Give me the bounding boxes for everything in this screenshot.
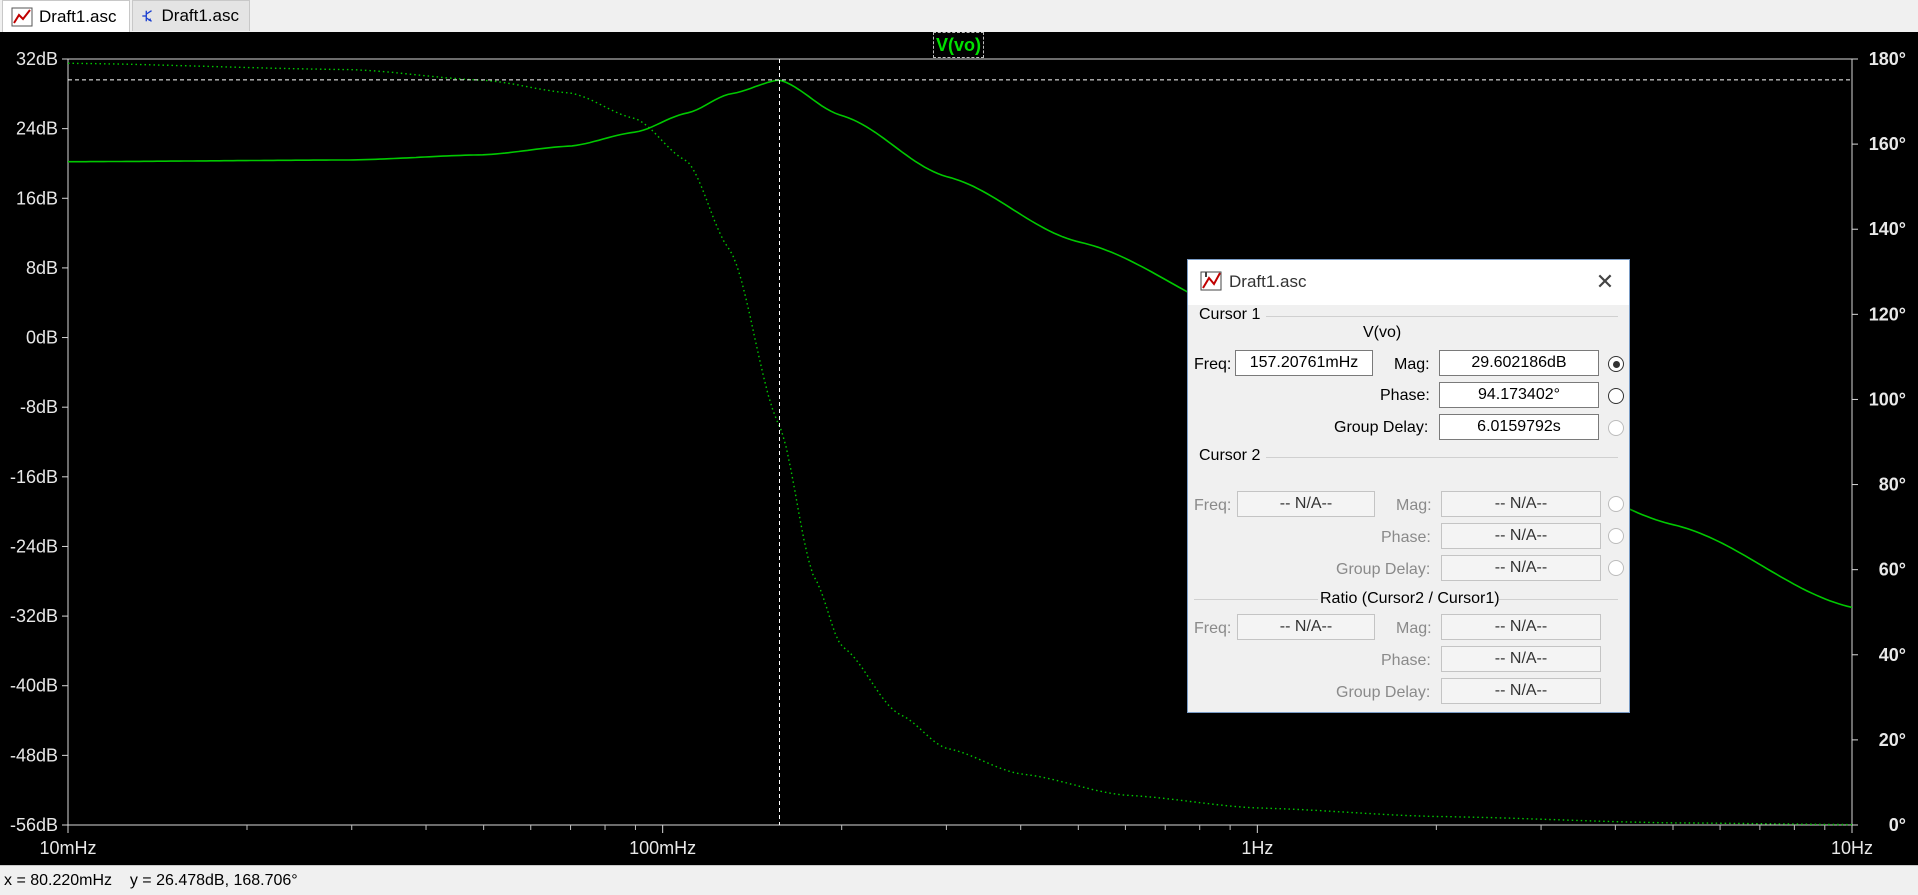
phase-trace: [68, 62, 1852, 826]
y-right-tick-label: 160°: [1869, 134, 1906, 154]
y-left-tick-label: 8dB: [26, 258, 58, 278]
tab-schematic-draft1[interactable]: Draft1.asc: [132, 0, 250, 31]
ratio-mag-label: Mag:: [1396, 620, 1432, 637]
cursor2-freq-field[interactable]: -- N/A--: [1237, 491, 1375, 517]
y-right-tick-label: 140°: [1869, 219, 1906, 239]
status-coordinates: x = 80.220mHz y = 26.478dB, 168.706°: [4, 872, 298, 889]
x-tick-label: 1Hz: [1241, 838, 1273, 858]
tab-waveform-draft1[interactable]: Draft1.asc: [2, 0, 130, 33]
y-left-tick-label: 16dB: [16, 188, 58, 208]
waveform-plot[interactable]: 32dB 24dB 16dB 8dB 0dB -8dB -16dB -24dB -32dB -40…: [0, 32, 1918, 865]
y-left-tick-label: 24dB: [16, 119, 58, 139]
cursor1-group-label: Cursor 1: [1199, 306, 1261, 323]
y-right-tick-label: 100°: [1869, 389, 1906, 409]
y-right-tick-label: 180°: [1869, 49, 1906, 69]
cursor1-gd-label: Group Delay:: [1334, 419, 1429, 436]
cursor2-gd-radio[interactable]: [1608, 560, 1624, 576]
schematic-icon: [142, 10, 152, 22]
y-left-tick-label: 32dB: [16, 49, 58, 69]
y-left-tick-label: 0dB: [26, 328, 58, 348]
cursor1-mag-label: Mag:: [1394, 356, 1430, 373]
cursor2-freq-label: Freq:: [1194, 497, 1232, 514]
divider: [1266, 316, 1618, 317]
divider: [1499, 599, 1618, 600]
cursor1-mag-field[interactable]: 29.602186dB: [1439, 350, 1599, 376]
cursor1-phase-radio[interactable]: [1608, 388, 1624, 404]
cursor2-mag-field[interactable]: -- N/A--: [1441, 491, 1601, 517]
y-right-tick-label: 120°: [1869, 304, 1906, 324]
cursor2-mag-label: Mag:: [1396, 497, 1432, 514]
cursor1-gd-radio[interactable]: [1608, 420, 1624, 436]
tab-label: Draft1.asc: [39, 7, 117, 26]
trace-label[interactable]: V(vo): [933, 32, 984, 58]
y-right-tick-label: 80°: [1879, 475, 1906, 495]
cursor2-gd-label: Group Delay:: [1336, 561, 1431, 578]
cursor1-mag-radio[interactable]: [1608, 356, 1624, 372]
cursor2-gd-field[interactable]: -- N/A--: [1441, 555, 1601, 581]
y-right-tick-label: 40°: [1879, 645, 1906, 665]
status-bar: x = 80.220mHz y = 26.478dB, 168.706°: [0, 865, 1918, 895]
y-right-tick-label: 60°: [1879, 560, 1906, 580]
cursor2-phase-field[interactable]: -- N/A--: [1441, 523, 1601, 549]
y-left-tick-label: -48dB: [10, 745, 58, 765]
y-right-tick-label: 0°: [1889, 815, 1906, 835]
y-left-tick-label: -16dB: [10, 467, 58, 487]
cursor1-phase-field[interactable]: 94.173402°: [1439, 382, 1599, 408]
divider: [1266, 457, 1618, 458]
close-icon: ✕: [1595, 269, 1615, 294]
cursor1-freq-field[interactable]: 157.20761mHz: [1235, 350, 1373, 376]
x-tick-label: 10Hz: [1831, 838, 1873, 858]
ratio-gd-label: Group Delay:: [1336, 684, 1431, 701]
cursor1-phase-label: Phase:: [1380, 387, 1430, 404]
close-button[interactable]: ✕: [1591, 269, 1619, 295]
y-left-tick-label: -24dB: [10, 536, 58, 556]
divider: [1194, 599, 1318, 600]
x-tick-label: 100mHz: [629, 838, 696, 858]
cursor2-phase-label: Phase:: [1381, 529, 1431, 546]
y-left-tick-label: -40dB: [10, 676, 58, 696]
ratio-phase-field[interactable]: -- N/A--: [1441, 646, 1601, 672]
y-right-tick-label: 20°: [1879, 730, 1906, 750]
cursor1-trace-name: V(vo): [1363, 324, 1402, 341]
cursor1-gd-field[interactable]: 6.0159792s: [1439, 414, 1599, 440]
tab-label: Draft1.asc: [161, 6, 239, 25]
y-left-tick-label: -8dB: [20, 397, 58, 417]
dialog-title: Draft1.asc: [1229, 272, 1307, 291]
ratio-freq-field[interactable]: -- N/A--: [1237, 614, 1375, 640]
cursor2-group-label: Cursor 2: [1199, 447, 1261, 464]
plot-frame: [67, 58, 1853, 826]
tab-bar: Draft1.asc Draft1.asc: [0, 0, 1918, 33]
ltspice-icon: [1200, 271, 1222, 291]
waveform-icon: [11, 7, 33, 27]
ratio-freq-label: Freq:: [1194, 620, 1232, 637]
ratio-group-label: Ratio (Cursor2 / Cursor1): [1320, 590, 1500, 607]
dialog-titlebar[interactable]: Draft1.asc ✕: [1188, 260, 1629, 305]
ratio-phase-label: Phase:: [1381, 652, 1431, 669]
ratio-mag-field[interactable]: -- N/A--: [1441, 614, 1601, 640]
cursor-dialog[interactable]: Draft1.asc ✕ Cursor 1 V(vo) Freq: 157.20…: [1187, 259, 1630, 713]
y-left-tick-label: -32dB: [10, 606, 58, 626]
ratio-gd-field[interactable]: -- N/A--: [1441, 678, 1601, 704]
cursor1-freq-label: Freq:: [1194, 356, 1232, 373]
y-left-tick-label: -56dB: [10, 815, 58, 835]
cursor2-phase-radio[interactable]: [1608, 528, 1624, 544]
x-tick-label: 10mHz: [39, 838, 96, 858]
cursor2-mag-radio[interactable]: [1608, 496, 1624, 512]
bode-chart[interactable]: 32dB 24dB 16dB 8dB 0dB -8dB -16dB -24dB -32dB -40…: [0, 32, 1918, 865]
